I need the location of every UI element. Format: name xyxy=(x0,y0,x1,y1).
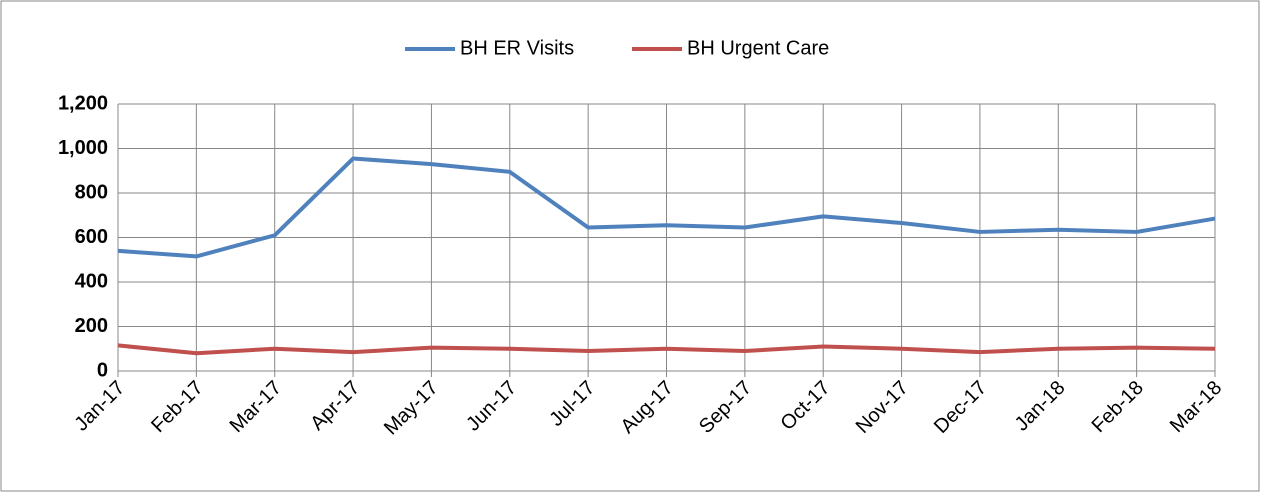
y-tick-label: 200 xyxy=(75,315,108,337)
y-tick-label: 800 xyxy=(75,181,108,203)
y-tick-label: 0 xyxy=(97,359,108,381)
legend-label: BH Urgent Care xyxy=(687,37,829,59)
y-tick-label: 400 xyxy=(75,270,108,292)
y-tick-label: 1,000 xyxy=(58,137,108,159)
y-tick-label: 600 xyxy=(75,226,108,248)
series-line xyxy=(117,156,1216,259)
legend-label: BH ER Visits xyxy=(460,37,574,59)
series-line xyxy=(117,343,1216,356)
y-tick-label: 1,200 xyxy=(58,92,108,114)
